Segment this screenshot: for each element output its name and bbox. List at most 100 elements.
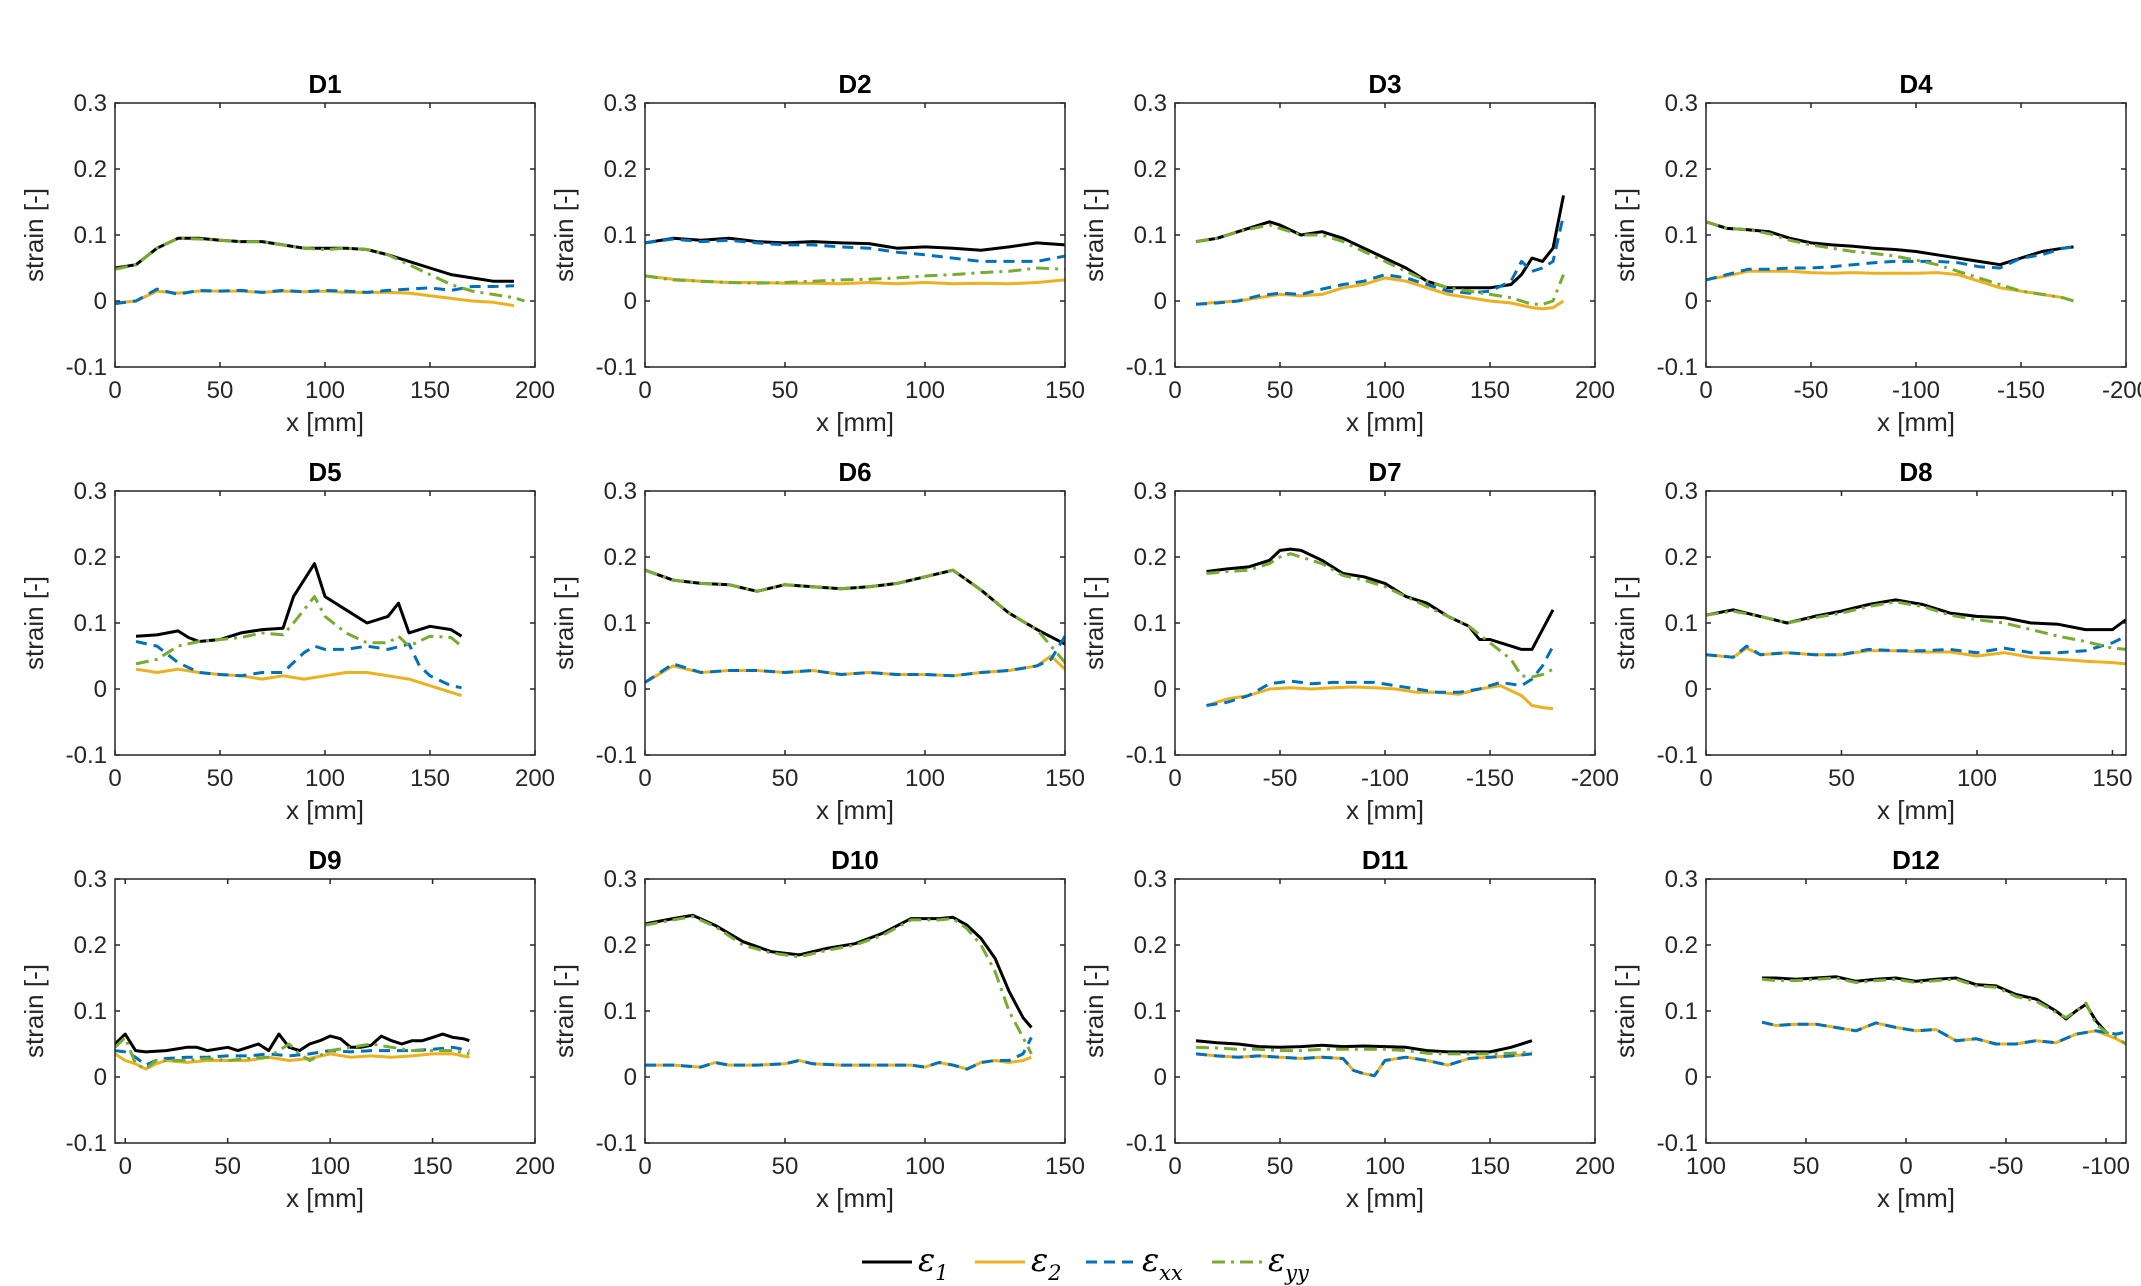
y-tick-label: 0.1: [74, 610, 107, 637]
subplot-d12: 100 50 0 -50 -100 -0.1 0 0.1 0.2 0.3 D12 x [mm] stra…: [1610, 845, 2130, 1213]
series-exx-line: [1761, 1020, 2126, 1046]
x-tick-label: 0: [1168, 765, 1181, 792]
x-tick-label: 0: [638, 377, 651, 404]
x-tick-label: 50: [1267, 1153, 1294, 1180]
y-tick-label: 0.1: [74, 222, 107, 249]
y-tick-label: -0.1: [596, 1130, 637, 1157]
subplot-title: D5: [308, 457, 341, 487]
x-axis-label: x [mm]: [286, 407, 364, 437]
plot-area: [115, 103, 535, 367]
subplot-title: D12: [1892, 845, 1940, 875]
y-tick-label: 0.3: [1134, 478, 1167, 505]
x-tick-label: 0: [108, 765, 121, 792]
subplot-title: D1: [308, 69, 341, 99]
x-tick-label: -150: [1466, 765, 1514, 792]
legend-label: εyy: [1268, 1241, 1310, 1285]
y-tick-label: 0: [1685, 1064, 1698, 1091]
y-axis-label: strain [-]: [549, 576, 579, 670]
y-tick-label: 0.3: [1665, 478, 1698, 505]
y-tick-label: -0.1: [1657, 1130, 1698, 1157]
x-tick-label: 150: [1470, 377, 1510, 404]
subplot-d9: 0 50 100 150 200 -0.1 0 0.1 0.2 0.3 D9 x [mm] strain…: [19, 845, 555, 1213]
y-tick-label: 0: [1685, 676, 1698, 703]
y-tick-label: 0: [1154, 676, 1167, 703]
x-tick-label: 150: [1045, 765, 1085, 792]
x-tick-label: 200: [1575, 377, 1615, 404]
y-tick-label: -0.1: [66, 742, 107, 769]
subplot-title: D8: [1899, 457, 1932, 487]
y-axis-label: strain [-]: [549, 188, 579, 282]
series-eyy-line: [645, 568, 1065, 667]
plot-area: [645, 103, 1065, 367]
x-axis-label: x [mm]: [816, 1183, 894, 1213]
x-axis-label: x [mm]: [1877, 407, 1955, 437]
series-exx-line: [115, 284, 515, 306]
x-axis-label: x [mm]: [286, 1183, 364, 1213]
x-tick-label: 200: [1575, 1153, 1615, 1180]
series-exx-line: [1706, 245, 2074, 282]
y-axis-label: strain [-]: [1079, 964, 1109, 1058]
x-tick-label: 100: [305, 377, 345, 404]
y-tick-label: 0.1: [1134, 222, 1167, 249]
y-axis-label: strain [-]: [1610, 576, 1640, 670]
x-tick-label: 100: [305, 765, 345, 792]
subplot-title: D4: [1899, 69, 1933, 99]
y-tick-label: -0.1: [1126, 742, 1167, 769]
x-axis-label: x [mm]: [816, 407, 894, 437]
y-tick-label: 0.3: [604, 478, 637, 505]
series-e2-line: [135, 667, 462, 698]
x-tick-label: 0: [119, 1153, 132, 1180]
y-axis-label: strain [-]: [549, 964, 579, 1058]
plot-area: [1706, 879, 2126, 1143]
x-tick-label: 150: [1045, 377, 1085, 404]
y-tick-label: 0.1: [1665, 222, 1698, 249]
plot-area: [1175, 103, 1595, 367]
series-group: [1761, 975, 2126, 1046]
x-tick-label: 200: [515, 1153, 555, 1180]
series-exx-line: [1195, 1052, 1533, 1078]
x-tick-label: 0: [638, 1153, 651, 1180]
legend-label: εxx: [1142, 1241, 1183, 1285]
x-tick-label: 100: [1365, 377, 1405, 404]
y-tick-label: 0.2: [604, 544, 637, 571]
y-tick-label: 0.2: [604, 156, 637, 183]
series-group: [1195, 195, 1565, 311]
x-tick-label: 150: [2092, 765, 2132, 792]
x-tick-label: -100: [1361, 765, 1409, 792]
subplot-title: D7: [1368, 457, 1401, 487]
x-tick-label: -200: [2102, 377, 2141, 404]
y-tick-label: 0: [94, 288, 107, 315]
y-tick-label: 0.3: [1665, 866, 1698, 893]
series-eyy-line: [115, 236, 525, 303]
series-e2-line: [1206, 684, 1554, 711]
series-eyy-line: [115, 1035, 470, 1071]
y-tick-label: 0: [1685, 288, 1698, 315]
series-eyy-line: [645, 915, 1033, 1055]
y-tick-label: 0: [94, 676, 107, 703]
y-tick-label: 0.1: [1665, 998, 1698, 1025]
y-tick-label: 0.1: [604, 222, 637, 249]
x-tick-label: 50: [214, 1153, 241, 1180]
y-tick-label: 0.1: [1134, 998, 1167, 1025]
x-tick-label: 50: [1793, 1153, 1820, 1180]
y-tick-label: 0.2: [74, 544, 107, 571]
x-tick-label: 0: [1699, 765, 1712, 792]
x-tick-label: 100: [905, 377, 945, 404]
x-tick-label: 150: [410, 377, 450, 404]
y-tick-label: 0.2: [1665, 544, 1698, 571]
x-tick-label: 0: [1168, 1153, 1181, 1180]
x-tick-label: -100: [2082, 1153, 2130, 1180]
y-tick-label: 0.1: [604, 998, 637, 1025]
plot-area: [645, 491, 1065, 755]
x-tick-label: 0: [1168, 377, 1181, 404]
plot-area: [1706, 491, 2126, 755]
legend-label: ε1: [918, 1241, 949, 1285]
series-e2-line: [1706, 269, 2074, 303]
y-tick-label: 0.1: [604, 610, 637, 637]
y-tick-label: 0.2: [1665, 156, 1698, 183]
